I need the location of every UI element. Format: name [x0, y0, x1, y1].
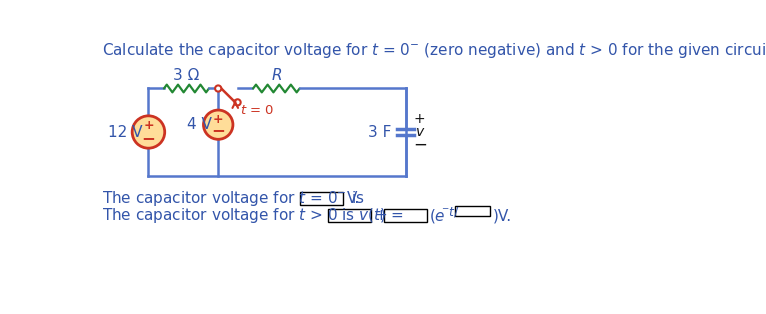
Text: −: −: [414, 136, 427, 154]
Text: +: +: [143, 119, 154, 132]
Text: 3 Ω: 3 Ω: [173, 68, 200, 83]
Text: 3 F: 3 F: [368, 125, 391, 139]
Circle shape: [215, 85, 221, 92]
Text: The capacitor voltage for $t$ = 0$^{-}$ is: The capacitor voltage for $t$ = 0$^{-}$ …: [102, 189, 365, 208]
Text: +: +: [375, 208, 388, 223]
Text: ($e$: ($e$: [429, 207, 446, 225]
Text: −: −: [211, 121, 225, 139]
FancyBboxPatch shape: [384, 209, 427, 222]
Text: $R$: $R$: [270, 68, 282, 84]
Text: $t$ = 0: $t$ = 0: [240, 104, 274, 117]
Text: 4 V: 4 V: [187, 117, 212, 132]
Text: $^{-}$$t$/: $^{-}$$t$/: [441, 205, 460, 219]
Text: Calculate the capacitor voltage for $t$ = 0$^{-}$ (zero negative) and $t$ > 0 fo: Calculate the capacitor voltage for $t$ …: [102, 41, 766, 59]
Text: 12 V: 12 V: [108, 125, 142, 139]
Text: +: +: [213, 113, 224, 126]
Text: V.: V.: [347, 191, 360, 206]
Text: −: −: [142, 129, 155, 147]
FancyBboxPatch shape: [300, 192, 343, 205]
FancyBboxPatch shape: [455, 206, 490, 216]
Text: $v$: $v$: [415, 125, 425, 139]
FancyBboxPatch shape: [329, 209, 371, 222]
Circle shape: [234, 99, 241, 106]
Text: )V.: )V.: [493, 208, 512, 223]
Text: +: +: [414, 112, 425, 126]
Text: The capacitor voltage for $t$ > 0 is $v$($t$) =: The capacitor voltage for $t$ > 0 is $v$…: [102, 206, 404, 225]
Circle shape: [133, 116, 165, 148]
Circle shape: [204, 110, 233, 139]
